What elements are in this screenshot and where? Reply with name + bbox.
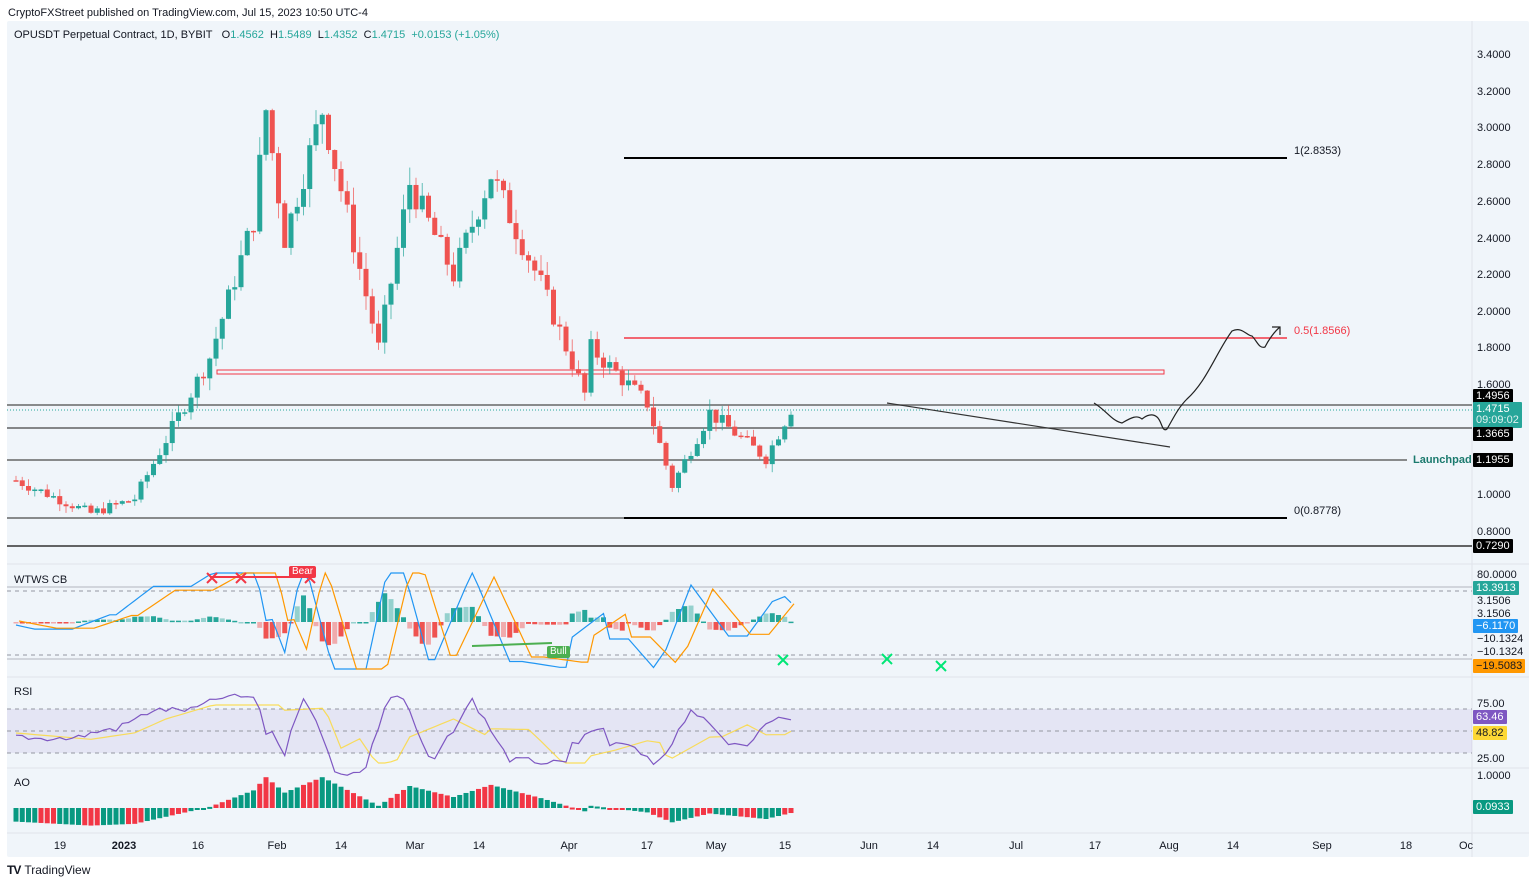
time-tick: Jun [860,840,878,852]
ao-value-tag: 0.0933 [1473,800,1513,814]
bear-marker: Bear [289,566,317,578]
launchpad-label: Launchpad [1413,454,1472,466]
tradingview-logo-icon: TV [7,863,21,877]
rsi-tick: 25.00 [1477,753,1505,765]
time-tick: May [705,840,727,852]
price-tick: 2.6000 [1477,196,1511,208]
price-tick: 1.6000 [1477,379,1511,391]
time-tick: Feb [267,840,287,852]
wt2-tag: −19.5083 [1473,659,1526,673]
time-tick: 18 [1399,840,1413,852]
time-tick: 15 [778,840,792,852]
close-value: 1.4715 [371,29,406,41]
change-value: +0.0153 (+1.05%) [411,29,500,41]
bull-marker: Bull [547,646,570,658]
high-value: 1.5489 [277,29,312,41]
wtws-tick: −10.1324 [1477,633,1524,645]
price-tick: 1.0000 [1477,489,1511,501]
symbol-legend: OPUSDT Perpetual Contract, 1D, BYBIT O1.… [14,29,500,41]
wtws-tick: 80.0000 [1477,569,1517,581]
chart-canvas[interactable] [7,21,1529,857]
time-tick: Aug [1159,840,1179,852]
open-value: 1.4562 [230,29,264,41]
rsi-ma-tag: 48.82 [1473,726,1507,740]
candlestick-series [13,108,794,516]
time-tick: 14 [1226,840,1240,852]
time-tick: 2023 [111,840,137,852]
ao-tick: 1.0000 [1477,770,1511,782]
support-price-tag: 1.3665 [1473,427,1513,441]
low-price-tag: 0.7290 [1473,539,1513,553]
price-tick: 1.8000 [1477,342,1511,354]
time-tick: 14 [926,840,940,852]
time-tick: 17 [1088,840,1102,852]
resistance-price-tag: 1.4956 [1473,389,1513,403]
time-tick: Jul [1008,840,1024,852]
wtws-tick: 3.1506 [1477,595,1511,607]
horizontal-levels [7,157,1472,547]
wt1-tag: −6.1170 [1473,619,1519,633]
price-tick: 2.2000 [1477,269,1511,281]
published-caption: CryptoFXStreet published on TradingView.… [8,7,368,19]
price-tick: 3.4000 [1477,49,1511,61]
time-tick: Apr [560,840,578,852]
last-price-tag: 1.4715 09:09:02 [1473,402,1522,428]
wtws-hist-tag: 13.3913 [1473,581,1519,595]
fib-1-label: 1(2.8353) [1294,145,1342,157]
wtws-tick: 3.1506 [1477,608,1511,620]
rsi-title: RSI [14,686,33,698]
fib-05-label: 0.5(1.8566) [1294,325,1351,337]
price-tick: 3.0000 [1477,122,1511,134]
fib-0-label: 0(0.8778) [1294,505,1342,517]
launchpad-price-tag: 1.1955 [1473,453,1513,467]
rsi-tick: 75.00 [1477,698,1505,710]
price-tick: 2.8000 [1477,159,1511,171]
time-tick: Sep [1312,840,1332,852]
price-tick: 0.8000 [1477,526,1511,538]
rsi-value-tag: 63.46 [1473,710,1507,724]
price-tick: 2.4000 [1477,233,1511,245]
ao-title: AO [14,777,30,789]
time-tick: 19 [53,840,67,852]
tradingview-brand: TV TradingView [7,863,91,877]
time-tick: 14 [472,840,486,852]
price-tick: 2.0000 [1477,306,1511,318]
bar-countdown: 09:09:02 [1476,414,1519,426]
rsi-pane [7,693,1472,776]
time-tick: Oc [1458,840,1474,852]
symbol-name: OPUSDT Perpetual Contract, 1D, BYBIT [14,29,213,41]
wtws-pane [7,571,1472,672]
low-value: 1.4352 [323,29,358,41]
price-tick: 3.2000 [1477,86,1511,98]
wtws-title: WTWS CB [14,574,68,586]
time-tick: 16 [191,840,205,852]
ao-pane [13,777,794,826]
time-tick: 14 [334,840,348,852]
time-tick: 17 [640,840,654,852]
wtws-tick: −10.1324 [1477,646,1524,658]
time-tick: Mar [405,840,425,852]
